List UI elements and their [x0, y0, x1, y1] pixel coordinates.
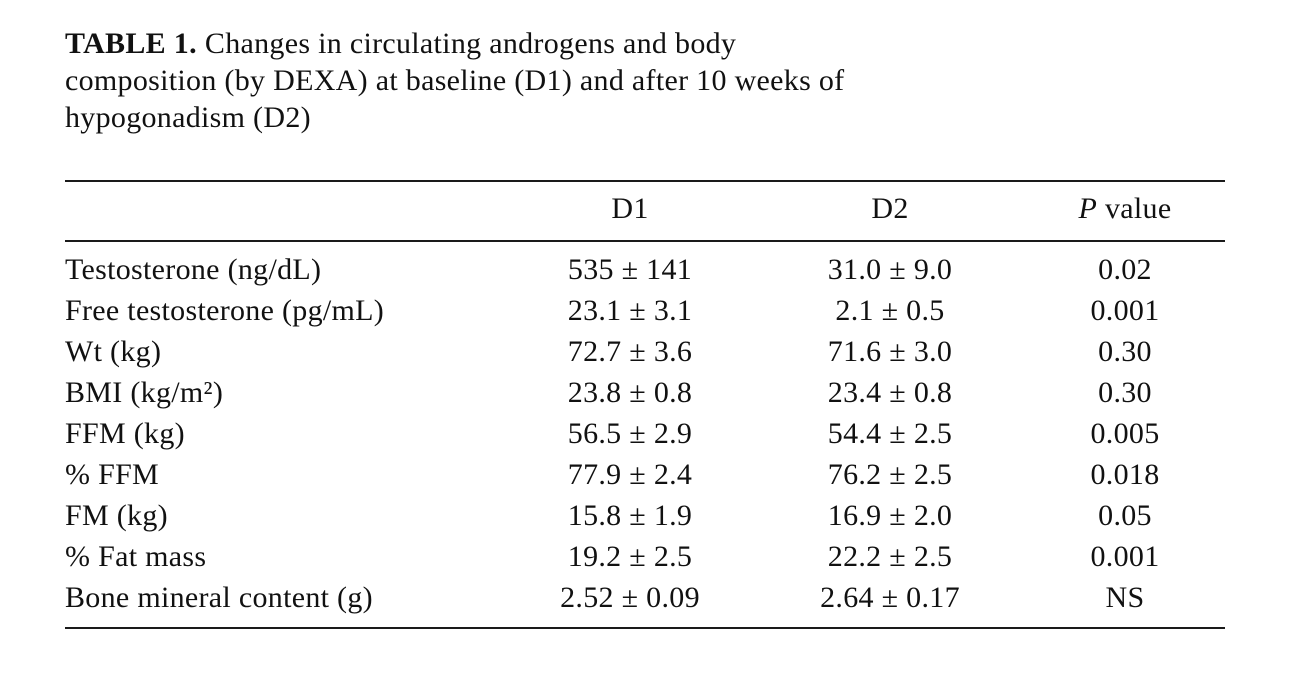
d2-value: 76.2 ± 2.5 — [827, 458, 953, 491]
row-label: BMI (kg/m²) — [65, 376, 224, 409]
d2-value: 31.0 ± 9.0 — [827, 253, 953, 286]
p-value: 0.001 — [1090, 540, 1160, 573]
table-row: Wt (kg) 72.7 ± 3.6 71.6 ± 3.0 0.30 — [65, 331, 1225, 372]
row-label: Bone mineral content (g) — [65, 581, 373, 614]
paper-table-figure: TABLE 1. Changes in circulating androgens… — [65, 25, 1225, 629]
p-value: 0.02 — [1098, 253, 1152, 286]
d1-value: 77.9 ± 2.4 — [567, 458, 693, 491]
d2-value: 54.4 ± 2.5 — [827, 417, 953, 450]
p-value: 0.05 — [1098, 499, 1152, 532]
table-row: % FFM 77.9 ± 2.4 76.2 ± 2.5 0.018 — [65, 454, 1225, 495]
d2-value: 22.2 ± 2.5 — [827, 540, 953, 573]
row-label: FFM (kg) — [65, 417, 185, 450]
results-table: D1 D2 P value Testosterone (ng/dL) 535 ±… — [65, 180, 1225, 629]
caption-line-1: TABLE 1. Changes in circulating androgens… — [65, 25, 1185, 62]
d1-value: 535 ± 141 — [567, 253, 693, 286]
row-label: % FFM — [65, 458, 160, 491]
d1-value: 23.8 ± 0.8 — [567, 376, 693, 409]
table-row: FFM (kg) 56.5 ± 2.9 54.4 ± 2.5 0.005 — [65, 413, 1225, 454]
table-row: BMI (kg/m²) 23.8 ± 0.8 23.4 ± 0.8 0.30 — [65, 372, 1225, 413]
p-value: 0.30 — [1098, 376, 1152, 409]
d1-value: 23.1 ± 3.1 — [567, 294, 693, 327]
col-header-d2: D2 — [871, 192, 909, 225]
row-label: Wt (kg) — [65, 335, 162, 368]
caption-line-2: composition (by DEXA) at baseline (D1) a… — [65, 64, 845, 97]
p-value-word: value — [1104, 192, 1172, 225]
row-label: Free testosterone (pg/mL) — [65, 294, 385, 327]
caption-line-3: hypogonadism (D2) — [65, 101, 311, 134]
d1-value: 15.8 ± 1.9 — [567, 499, 693, 532]
table-row: FM (kg) 15.8 ± 1.9 16.9 ± 2.0 0.05 — [65, 495, 1225, 536]
d1-value: 56.5 ± 2.9 — [567, 417, 693, 450]
p-symbol: P — [1078, 192, 1098, 225]
col-header-blank — [65, 181, 505, 241]
d1-value: 72.7 ± 3.6 — [567, 335, 693, 368]
d1-value: 2.52 ± 0.09 — [560, 581, 700, 614]
table-number-label: TABLE 1. — [65, 27, 197, 60]
row-label: % Fat mass — [65, 540, 207, 573]
row-label: FM (kg) — [65, 499, 168, 532]
table-row: Free testosterone (pg/mL) 23.1 ± 3.1 2.1… — [65, 290, 1225, 331]
d2-value: 23.4 ± 0.8 — [827, 376, 953, 409]
p-value: 0.001 — [1090, 294, 1160, 327]
d1-value: 19.2 ± 2.5 — [567, 540, 693, 573]
col-header-pvalue: P value — [1025, 181, 1225, 241]
d2-value: 71.6 ± 3.0 — [827, 335, 953, 368]
d2-value: 16.9 ± 2.0 — [827, 499, 953, 532]
table-row: Testosterone (ng/dL) 535 ± 141 31.0 ± 9.… — [65, 241, 1225, 290]
header-row: D1 D2 P value — [65, 181, 1225, 241]
caption-text-1: Changes in circulating androgens and bod… — [204, 27, 737, 60]
col-header-d1: D1 — [611, 192, 649, 225]
p-value: 0.005 — [1090, 417, 1160, 450]
d2-value: 2.1 ± 0.5 — [835, 294, 945, 327]
d2-value: 2.64 ± 0.17 — [820, 581, 960, 614]
row-label: Testosterone (ng/dL) — [65, 253, 322, 286]
table-caption: TABLE 1. Changes in circulating androgens… — [65, 25, 1185, 136]
table-row: % Fat mass 19.2 ± 2.5 22.2 ± 2.5 0.001 — [65, 536, 1225, 577]
p-value: 0.30 — [1098, 335, 1152, 368]
p-value: 0.018 — [1090, 458, 1160, 491]
table-row: Bone mineral content (g) 2.52 ± 0.09 2.6… — [65, 577, 1225, 628]
p-value: NS — [1105, 581, 1145, 614]
